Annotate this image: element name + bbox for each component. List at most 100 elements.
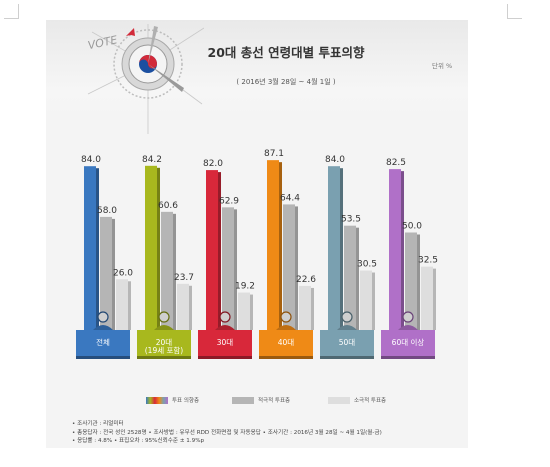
bar-side: [112, 218, 115, 330]
bar-side: [311, 287, 314, 330]
bar-side: [417, 234, 420, 330]
data-label: 50.0: [402, 222, 422, 232]
person-body-icon: [276, 325, 296, 330]
data-label: 32.5: [418, 256, 438, 266]
category-plate: [137, 330, 191, 356]
person-icon: [341, 311, 353, 323]
note-line: • 총응답자 : 전국 성인 2528명 • 조사방법 : 유무선 RDD 전화…: [72, 429, 382, 436]
red-arrow-icon: [126, 28, 135, 36]
bar-intent: [145, 165, 157, 330]
person-body-icon: [215, 325, 235, 330]
category-plate: [76, 330, 130, 356]
legend-swatch-intent: [146, 397, 168, 404]
note-line: • 조사기관 : 리얼미터: [72, 421, 124, 427]
bar-side: [96, 168, 99, 330]
vote-compass-logo: VOTE: [87, 24, 204, 134]
bar-intent: [84, 166, 96, 330]
bar-side: [189, 285, 192, 330]
data-label: 64.4: [280, 193, 300, 203]
crop-mark-left: [4, 4, 19, 19]
bar-side: [250, 294, 253, 330]
data-label: 60.6: [158, 201, 178, 211]
legend-label-intent: 투표 의향층: [172, 398, 200, 404]
bar-intent: [267, 160, 279, 330]
person-icon: [219, 311, 231, 323]
bar-passive: [177, 283, 189, 330]
bar-active: [283, 204, 295, 330]
category-label: 30대: [217, 338, 234, 347]
bar-intent: [389, 169, 401, 330]
data-label: 84.2: [142, 155, 162, 165]
crop-mark-right: [507, 4, 522, 19]
category-label: 20대: [156, 338, 173, 347]
bar-side: [372, 272, 375, 330]
category-label: 40대: [278, 338, 295, 347]
vote-logo-text: VOTE: [87, 33, 119, 52]
bar-side: [173, 213, 176, 330]
data-label: 82.5: [386, 158, 406, 168]
unit-label: 단위 %: [432, 62, 453, 70]
compass-needle: [148, 64, 184, 92]
person-body-icon: [398, 325, 418, 330]
category-plate-edge: [381, 356, 435, 359]
legend-swatch-passive: [328, 397, 350, 404]
person-icon: [402, 311, 414, 323]
legend-swatch-active: [232, 397, 254, 404]
category-label: 50대: [339, 338, 356, 347]
category-plate-edge: [320, 356, 374, 359]
person-body-icon: [337, 325, 357, 330]
person-body-icon: [93, 325, 113, 330]
bar-passive: [421, 266, 433, 330]
bar-side: [356, 227, 359, 330]
data-label: 26.0: [113, 268, 133, 278]
taegeuk-red-half: [139, 55, 157, 69]
compass-ring: [113, 29, 183, 99]
page-title: 20대 총선 연령대별 투표의향: [207, 45, 365, 60]
bar-intent: [206, 170, 218, 330]
bar-active: [161, 211, 173, 330]
category-plate: [259, 330, 313, 356]
bar-active: [100, 216, 112, 330]
bar-active: [344, 225, 356, 330]
legend-label-active: 적극적 투표층: [258, 398, 291, 404]
bar-active: [222, 207, 234, 330]
data-label: 84.0: [325, 155, 345, 165]
bar-side: [157, 167, 160, 330]
survey-notes: • 조사기관 : 리얼미터 • 총응답자 : 전국 성인 2528명 • 조사방…: [72, 420, 462, 446]
bar-side: [401, 171, 404, 330]
bar-intent: [328, 166, 340, 330]
legend-label-passive: 소극적 투표층: [354, 398, 387, 404]
data-label: 23.7: [174, 273, 194, 283]
data-label: 82.0: [203, 159, 223, 169]
bar-side: [279, 162, 282, 330]
person-icon: [97, 311, 109, 323]
bar-passive: [360, 270, 372, 330]
category-plate: [320, 330, 374, 356]
bar-chart: 84.0 58.0 26.0 전체 84.2 60.6 23.7 20대(19세 포함) 82.…: [76, 149, 438, 359]
category-plate-edge: [259, 356, 313, 359]
data-label: 84.0: [81, 155, 101, 165]
bar-side: [340, 168, 343, 330]
data-label: 62.9: [219, 196, 239, 206]
person-icon: [280, 311, 292, 323]
compass-needle-top: [148, 26, 158, 64]
category-plate: [198, 330, 252, 356]
bar-passive: [238, 292, 250, 330]
bar-side: [128, 281, 131, 330]
category-plate-edge: [198, 356, 252, 359]
note-line: • 응답률 : 4.8% • 표집오차 : 95%신뢰수준 ± 1.9%p: [72, 438, 205, 444]
category-label: 전체: [96, 337, 110, 347]
bar-side: [433, 268, 436, 330]
category-plate: [381, 330, 435, 356]
bar-active: [405, 232, 417, 330]
category-plate-edge: [76, 356, 130, 359]
bar-side: [218, 172, 221, 330]
data-label: 58.0: [97, 206, 117, 216]
data-label: 19.2: [235, 282, 255, 292]
bar-side: [234, 209, 237, 330]
survey-period: ( 2016년 3월 28일 ~ 4월 1일 ): [236, 78, 336, 86]
bar-passive: [299, 285, 311, 330]
legend: 투표 의향층 적극적 투표층 소극적 투표층: [46, 394, 468, 408]
infographic-card: VOTE 20대 총선 연령대별 투표의향 단위 % ( 2016년 3월 28…: [46, 20, 468, 448]
category-plate-edge: [137, 356, 191, 359]
